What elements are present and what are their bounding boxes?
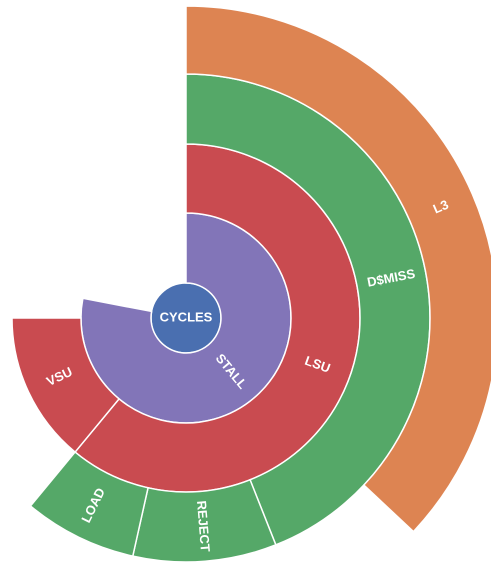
segment	[11, 317, 121, 454]
segment-label: REJECT	[194, 500, 213, 552]
segment-label: CYCLES	[160, 309, 213, 324]
segment-label: L3	[431, 197, 451, 217]
segment	[185, 5, 491, 533]
segment	[29, 451, 149, 558]
